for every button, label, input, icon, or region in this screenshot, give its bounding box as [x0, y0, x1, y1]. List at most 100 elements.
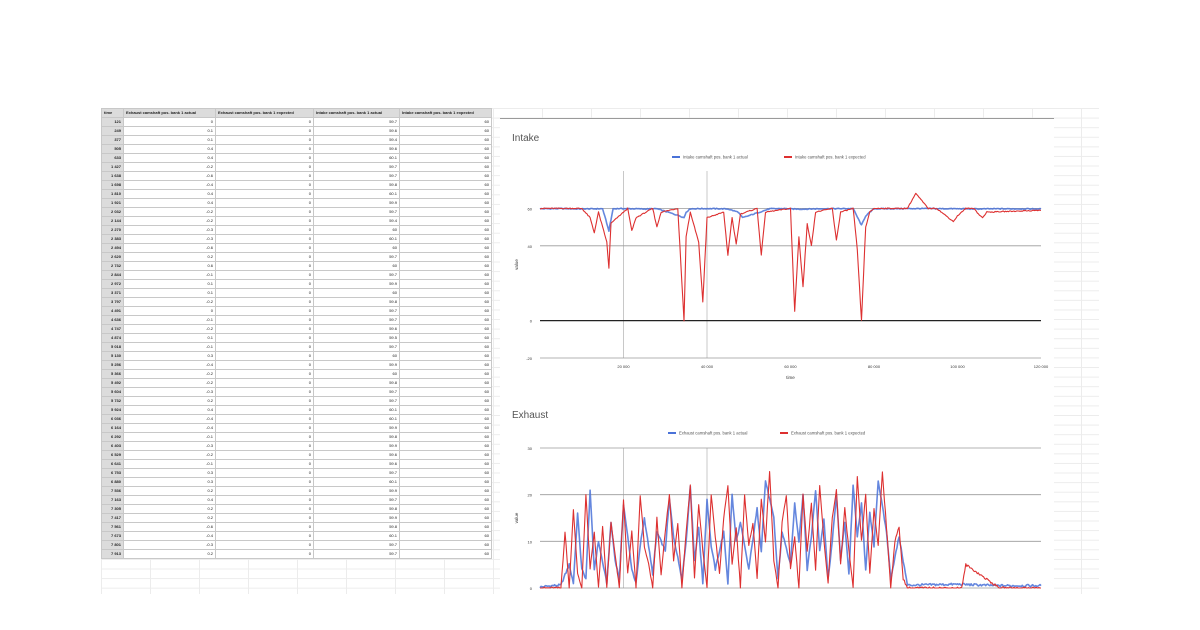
- value-cell: 0.4: [123, 153, 216, 163]
- table-header-row: time Exhaust camshaft pos. bank 1 actual E…: [101, 108, 492, 118]
- intake-x-axis-label: time: [786, 375, 795, 380]
- value-cell: 0: [215, 441, 314, 451]
- value-cell: 59.4: [313, 135, 400, 145]
- value-cell: 0.2: [123, 396, 216, 406]
- value-cell: -0.3: [123, 225, 216, 235]
- intake-x-tick-label: 60 000: [784, 364, 797, 369]
- value-cell: 60.1: [313, 414, 400, 424]
- time-cell: 3 371: [101, 288, 124, 298]
- time-cell: 6 164: [101, 423, 124, 433]
- value-cell: -0.6: [123, 243, 216, 253]
- time-cell: 7 913: [101, 549, 124, 559]
- intake-chart-svg: -20 0 40 60 20 000 40 000 60 000 80 000 100 000 1…: [514, 155, 1049, 380]
- value-cell: 60: [399, 414, 492, 424]
- time-cell: 6 403: [101, 441, 124, 451]
- value-cell: -0.4: [123, 423, 216, 433]
- value-cell: 59.9: [313, 360, 400, 370]
- value-cell: 59.6: [313, 144, 400, 154]
- value-cell: 59.5: [313, 333, 400, 343]
- value-cell: 60: [399, 378, 492, 388]
- value-cell: 60: [399, 369, 492, 379]
- value-cell: -0.4: [123, 360, 216, 370]
- value-cell: 0: [123, 117, 216, 127]
- exhaust-y-tick-label: 10: [528, 539, 533, 544]
- value-cell: 60.1: [313, 531, 400, 541]
- table-row: 7 561 -0.6 0 59.8 60: [101, 522, 492, 532]
- value-cell: 0: [215, 162, 314, 172]
- value-cell: 0.1: [123, 135, 216, 145]
- value-cell: 0: [215, 207, 314, 217]
- time-cell: 3 797: [101, 297, 124, 307]
- time-cell: 2 383: [101, 234, 124, 244]
- value-cell: 0: [215, 216, 314, 226]
- table-row: 2 270 -0.3 0 60 60: [101, 225, 492, 235]
- value-cell: -0.1: [123, 315, 216, 325]
- time-cell: 5 130: [101, 351, 124, 361]
- value-cell: 60: [399, 270, 492, 280]
- value-cell: 0: [123, 306, 216, 316]
- value-cell: 0: [215, 450, 314, 460]
- value-cell: 60: [399, 450, 492, 460]
- time-cell: 6 880: [101, 477, 124, 487]
- value-cell: 59.4: [313, 216, 400, 226]
- time-cell: 6 529: [101, 450, 124, 460]
- value-cell: 0: [215, 180, 314, 190]
- column-header: time: [101, 108, 124, 118]
- value-cell: 60: [399, 315, 492, 325]
- value-cell: -0.2: [123, 378, 216, 388]
- value-cell: -0.3: [123, 540, 216, 550]
- value-cell: 0: [215, 423, 314, 433]
- value-cell: 0.4: [123, 189, 216, 199]
- table-row: 633 0.4 0 60.1 60: [101, 153, 492, 163]
- intake-x-tick-label: 20 000: [617, 364, 630, 369]
- value-cell: 60: [399, 198, 492, 208]
- value-cell: 60: [399, 144, 492, 154]
- value-cell: 60: [399, 405, 492, 415]
- value-cell: 59.9: [313, 279, 400, 289]
- value-cell: 60: [399, 171, 492, 181]
- value-cell: 0: [215, 432, 314, 442]
- value-cell: 60: [399, 423, 492, 433]
- table-row: 5 130 0.3 0 60 60: [101, 351, 492, 361]
- time-cell: 1 638: [101, 171, 124, 181]
- table-row: 1 427 -0.2 0 59.7 60: [101, 162, 492, 172]
- value-cell: 60: [399, 189, 492, 199]
- value-cell: 60.1: [313, 405, 400, 415]
- value-cell: 60: [399, 279, 492, 289]
- value-cell: 0.1: [123, 333, 216, 343]
- table-row: 6 529 -0.2 0 59.6 60: [101, 450, 492, 460]
- table-row: 6 880 0.3 0 60.1 60: [101, 477, 492, 487]
- value-cell: 60: [399, 306, 492, 316]
- value-cell: 0: [215, 414, 314, 424]
- value-cell: 59.6: [313, 450, 400, 460]
- table-row: 6 292 -0.1 0 59.8 60: [101, 432, 492, 442]
- value-cell: 0: [215, 459, 314, 469]
- time-cell: 2 270: [101, 225, 124, 235]
- value-cell: -0.2: [123, 207, 216, 217]
- value-cell: 60: [399, 252, 492, 262]
- value-cell: 60: [399, 297, 492, 307]
- intake-y-tick-label: 0: [530, 319, 533, 324]
- exhaust-series-line: [539, 480, 1042, 589]
- table-row: 7 801 -0.3 0 59.7 60: [101, 540, 492, 550]
- time-cell: 5 366: [101, 369, 124, 379]
- value-cell: 60: [399, 324, 492, 334]
- time-cell: 7 561: [101, 522, 124, 532]
- value-cell: 60: [399, 342, 492, 352]
- value-cell: 59.9: [313, 513, 400, 523]
- table-row: 2 844 -0.1 0 59.7 60: [101, 270, 492, 280]
- intake-series-line: [540, 192, 1041, 322]
- value-cell: 60.1: [313, 477, 400, 487]
- value-cell: 60: [399, 180, 492, 190]
- value-cell: -0.1: [123, 459, 216, 469]
- table-row: 7 673 -0.4 0 60.1 60: [101, 531, 492, 541]
- value-cell: 60: [399, 333, 492, 343]
- table-row: 7 417 0.2 0 59.9 60: [101, 513, 492, 523]
- value-cell: 59.9: [313, 486, 400, 496]
- value-cell: 0: [215, 252, 314, 262]
- value-cell: 0: [215, 549, 314, 559]
- value-cell: 0: [215, 396, 314, 406]
- value-cell: 60: [399, 396, 492, 406]
- value-cell: -0.2: [123, 216, 216, 226]
- time-cell: 2 144: [101, 216, 124, 226]
